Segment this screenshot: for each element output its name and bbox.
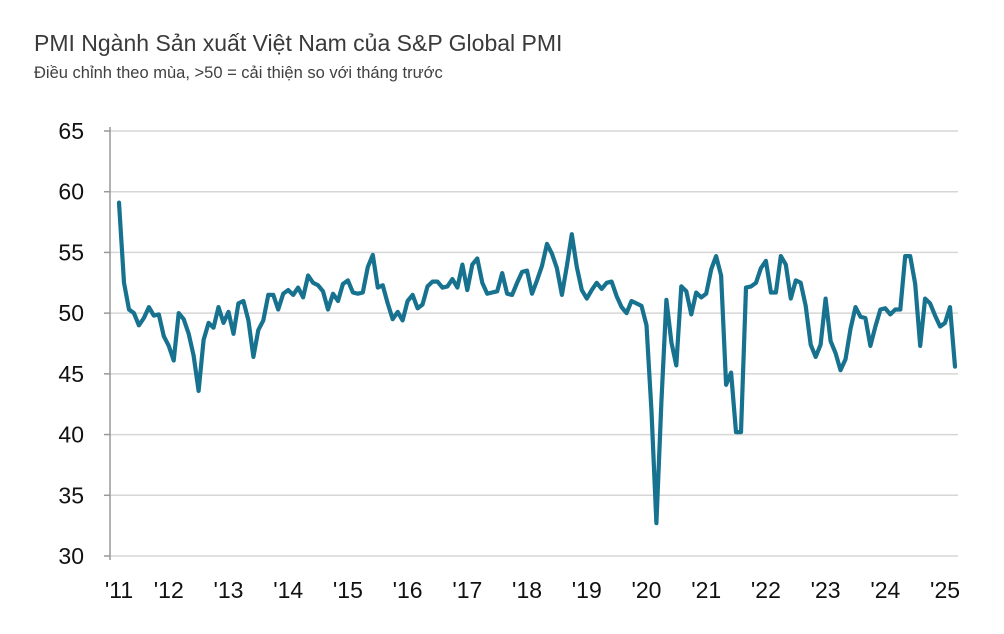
- x-tick-label: '23: [811, 577, 841, 603]
- y-tick-label: 65: [58, 118, 84, 144]
- y-tick-label: 55: [58, 239, 84, 265]
- x-tick-label: '25: [930, 577, 960, 603]
- x-tick-label: '21: [691, 577, 721, 603]
- x-axis: '11 '12 '13 '14 '15 '16 '17 '18 '19 '20 '21 '22 '23 '…: [105, 577, 960, 603]
- x-tick-label: '14: [273, 577, 303, 603]
- x-tick-label: '19: [572, 577, 602, 603]
- x-tick-label: '16: [393, 577, 423, 603]
- chart-title: PMI Ngành Sản xuất Việt Nam của S&P Glob…: [34, 30, 563, 56]
- gridlines: [110, 130, 958, 557]
- y-tick-label: 35: [58, 482, 84, 508]
- chart-subtitle: Điều chỉnh theo mùa, >50 = cải thiện so …: [34, 64, 443, 82]
- series-layer: [116, 200, 958, 526]
- y-tick-label: 45: [58, 361, 84, 387]
- x-tick-label: '11: [105, 577, 133, 603]
- x-tick-label: '24: [870, 577, 900, 603]
- x-tick-label: '17: [452, 577, 482, 603]
- y-tick-label: 60: [58, 179, 84, 205]
- pmi-series-line: [116, 200, 958, 526]
- y-tick-label: 40: [58, 422, 84, 448]
- x-tick-label: '15: [333, 577, 363, 603]
- x-tick-label: '13: [213, 577, 243, 603]
- y-tick-label: 30: [58, 543, 84, 569]
- y-axis: 30 35 40 45 50 55 60 65: [58, 118, 111, 569]
- x-tick-label: '20: [631, 577, 661, 603]
- x-tick-label: '22: [751, 577, 781, 603]
- x-tick-label: '18: [512, 577, 542, 603]
- y-tick-label: 50: [58, 300, 84, 326]
- x-tick-label: '12: [154, 577, 184, 603]
